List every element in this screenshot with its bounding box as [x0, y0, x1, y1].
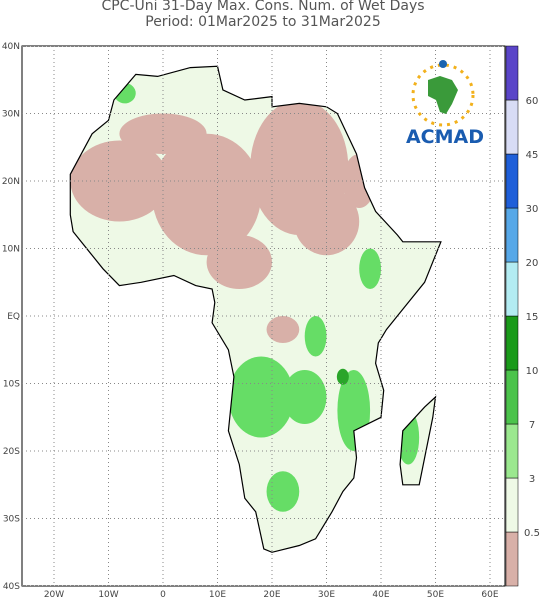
colorbar-swatch: [505, 45, 519, 101]
colorbar-swatch: [505, 315, 519, 371]
colorbar-label: 30: [526, 204, 539, 215]
wet-core: [336, 368, 349, 385]
wet-area: [228, 356, 294, 438]
lon-label: 0: [160, 590, 166, 600]
lat-label: 40N: [2, 42, 20, 52]
lat-label: 10N: [2, 245, 20, 255]
colorbar-label: 60: [526, 96, 539, 107]
colorbar-swatch: [505, 423, 519, 479]
lon-label: 50E: [427, 590, 444, 600]
lon-label: 30E: [318, 590, 335, 600]
lat-label: 10S: [3, 380, 20, 390]
logo-text: ACMAD: [406, 126, 484, 148]
lon-label: 60E: [481, 590, 498, 600]
dry-area: [119, 113, 207, 154]
dry-area: [266, 316, 300, 343]
lon-label: 20E: [263, 590, 280, 600]
wet-area: [266, 471, 300, 512]
lat-label: 30S: [3, 515, 20, 525]
title: CPC-Uni 31-Day Max. Cons. Num. of Wet Da…: [101, 0, 424, 14]
colorbar-swatch: [505, 531, 519, 587]
logo: ACMAD: [406, 60, 484, 148]
colorbar-label: 45: [526, 150, 539, 161]
lon-label: 10W: [98, 590, 118, 600]
colorbar: 0.5 3 7 10 15 20 30 45 60: [505, 45, 540, 587]
colorbar-label: 3: [529, 474, 535, 485]
colorbar-swatch: [505, 369, 519, 425]
dry-area: [70, 140, 169, 222]
colorbar-label: 10: [526, 366, 539, 377]
lat-label: EQ: [7, 312, 20, 322]
map-area: [22, 46, 505, 586]
dry-area: [152, 133, 262, 256]
lat-label: 40S: [3, 582, 20, 592]
lon-label: 40E: [372, 590, 389, 600]
coastline: [69, 65, 442, 553]
wet-area: [359, 248, 381, 289]
colorbar-swatch: [505, 477, 519, 533]
colorbar-label: 20: [526, 258, 539, 269]
wet-area: [304, 316, 327, 357]
dry-area: [293, 187, 360, 256]
colorbar-swatch: [505, 261, 519, 317]
colorbar-label: 0.5: [524, 528, 540, 539]
lon-label: 20W: [44, 590, 64, 600]
colorbar-swatch: [505, 207, 519, 263]
period: Period: 01Mar2025 to 31Mar2025: [145, 14, 381, 30]
colorbar-swatch: [505, 153, 519, 209]
wet-area: [282, 370, 327, 424]
colorbar-label: 15: [526, 312, 539, 323]
colorbar-swatch: [505, 99, 519, 155]
lon-label: 10E: [209, 590, 226, 600]
dry-area: [206, 235, 272, 289]
lat-label: 20S: [3, 447, 20, 457]
colorbar-label: 7: [529, 420, 535, 431]
lat-label: 30N: [2, 110, 20, 120]
lat-label: 20N: [2, 177, 20, 187]
